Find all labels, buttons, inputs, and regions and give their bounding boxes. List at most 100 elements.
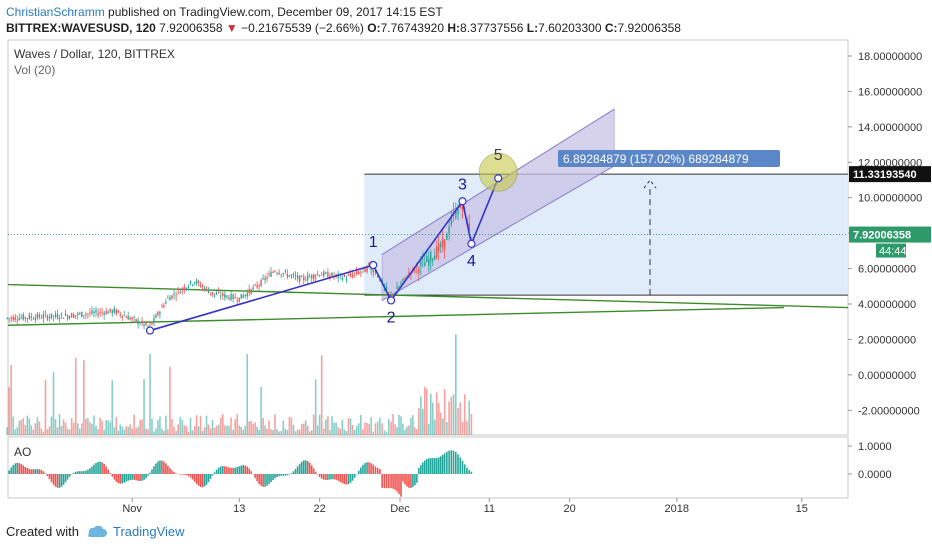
candle-body (48, 317, 51, 319)
candle-body (137, 320, 139, 324)
ao-bar (185, 474, 188, 476)
ao-bar (402, 474, 404, 482)
ao-bar (95, 462, 97, 474)
volume-bar (244, 425, 247, 435)
candle-body (292, 274, 295, 276)
volume-bar (258, 429, 260, 435)
ao-bar (36, 469, 39, 474)
tradingview-brand[interactable]: TradingView (112, 524, 185, 539)
ao-bar (56, 474, 59, 488)
volume-bar (345, 431, 348, 435)
wave-point[interactable] (467, 239, 476, 248)
ao-bar (10, 467, 12, 474)
candle-body (294, 275, 297, 277)
candle-body (56, 314, 59, 319)
countdown-box (876, 243, 906, 258)
volume-bar (433, 419, 436, 435)
ao-bar (272, 474, 274, 481)
candle-body (77, 313, 79, 316)
ao-bar (431, 458, 434, 474)
candle-body (141, 320, 143, 323)
ao-bar (149, 472, 151, 474)
ao-bar (89, 468, 91, 474)
candle-body (201, 285, 204, 287)
volume-bar (416, 429, 418, 435)
volume-bar (107, 420, 109, 435)
volume-bar (443, 389, 446, 435)
candle-body (24, 317, 26, 319)
ao-bar (228, 467, 230, 474)
volume-bar (392, 414, 394, 435)
volume-bar (70, 418, 73, 435)
candle-body (470, 237, 473, 239)
candle-body (443, 239, 446, 250)
time-tick-label: 22 (314, 503, 326, 515)
ao-bar (304, 460, 307, 474)
ao-bar (91, 466, 93, 474)
candle-body (284, 270, 287, 272)
candle-body (455, 209, 457, 218)
ao-bar (376, 467, 379, 474)
ao-bar (345, 474, 348, 485)
ao-bar (141, 474, 143, 481)
volume-bar (34, 423, 37, 435)
candle-body (26, 318, 29, 320)
candle-body (299, 275, 301, 282)
candle-body (28, 314, 31, 319)
ao-bar (44, 473, 47, 474)
volume-bar (408, 425, 410, 435)
tradingview-cloud-icon (88, 525, 107, 537)
volume-bar (353, 429, 356, 435)
candle-body (325, 272, 327, 274)
candle-body (226, 295, 228, 298)
wave-point[interactable] (145, 326, 155, 335)
wave-point[interactable] (458, 197, 467, 206)
candle-body (205, 287, 208, 289)
candle-body (44, 313, 47, 315)
ao-bar (284, 474, 287, 476)
ao-bar (87, 469, 89, 474)
candle-body (16, 319, 18, 321)
candle-body (424, 262, 426, 267)
volume-bar (52, 371, 55, 435)
volume-bar (418, 407, 420, 435)
ao-bar (455, 452, 457, 474)
candle-body (151, 323, 153, 325)
volume-bar (209, 428, 212, 435)
volume-bar (452, 394, 455, 435)
candle-body (290, 274, 293, 276)
candle-body (335, 274, 337, 276)
volume-bar (331, 416, 333, 435)
ao-bar (167, 465, 169, 474)
volume-bar (250, 421, 252, 435)
volume-bar (234, 419, 236, 435)
volume-bar (376, 421, 379, 435)
volume-bar (228, 425, 230, 435)
volume-bar (54, 419, 57, 435)
ao-bar (32, 469, 35, 474)
candle-body (203, 287, 206, 291)
volume-bar (254, 422, 256, 435)
candle-body (252, 287, 254, 290)
wave-point[interactable] (369, 260, 378, 270)
ao-bar (58, 474, 61, 488)
volume-bar (83, 360, 85, 435)
ao-bar (260, 474, 262, 486)
volume-bar (46, 429, 49, 435)
candle-body (408, 272, 410, 274)
volume-bar (16, 427, 19, 435)
candle-body (91, 310, 93, 314)
ao-bar (181, 474, 184, 475)
ao-bar (78, 471, 81, 474)
ao-bar (48, 474, 51, 480)
volume-bar (135, 428, 137, 435)
candle-body (8, 318, 10, 319)
volume-bar (370, 417, 372, 435)
wave-point[interactable] (386, 296, 396, 305)
author-link[interactable]: ChristianSchramm (6, 5, 105, 19)
ao-bar (364, 463, 366, 474)
volume-bar (219, 417, 222, 435)
volume-bar (36, 417, 39, 435)
wave-point[interactable] (494, 174, 503, 183)
